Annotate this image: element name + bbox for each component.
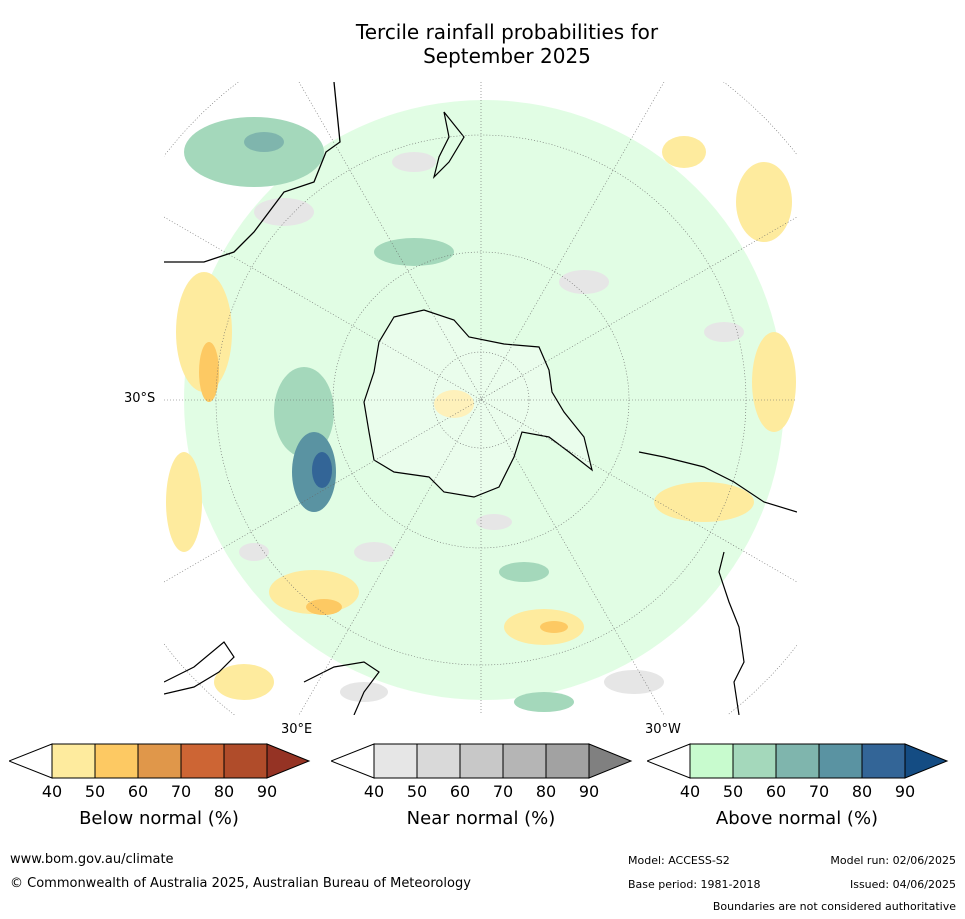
longitude-label-east: 30°E — [281, 722, 313, 737]
colorbar-below-normal — [9, 743, 311, 779]
tick-near-70: 70 — [492, 782, 514, 801]
website-link[interactable]: www.bom.gov.au/climate — [10, 852, 174, 867]
tick-below-60: 60 — [127, 782, 149, 801]
title-line-1: Tercile rainfall probabilities for — [355, 20, 659, 44]
colorbar-above-normal — [647, 743, 949, 779]
tick-above-80: 80 — [851, 782, 873, 801]
latitude-label: 30°S — [124, 391, 156, 406]
tick-above-90: 90 — [894, 782, 916, 801]
colorbar-above-normal-title: Above normal (%) — [715, 808, 879, 829]
tick-below-40: 40 — [41, 782, 63, 801]
model-run-date: Model run: 02/06/2025 — [830, 854, 956, 867]
tick-below-70: 70 — [170, 782, 192, 801]
tick-near-40: 40 — [363, 782, 385, 801]
title-line-2: September 2025 — [423, 44, 591, 68]
antarctica-outline — [363, 309, 593, 498]
tick-below-80: 80 — [213, 782, 235, 801]
colorbar-below-normal-title: Below normal (%) — [79, 808, 239, 829]
base-period: Base period: 1981-2018 — [628, 878, 761, 891]
tick-near-50: 50 — [406, 782, 428, 801]
above-normal-field — [184, 100, 784, 700]
tick-below-90: 90 — [256, 782, 278, 801]
graticule — [164, 82, 797, 715]
map-title: Tercile rainfall probabilities for Septe… — [0, 20, 965, 68]
near-normal-patches — [239, 152, 744, 702]
copyright-text: © Commonwealth of Australia 2025, Austra… — [10, 876, 471, 891]
tick-near-90: 90 — [578, 782, 600, 801]
tick-above-50: 50 — [722, 782, 744, 801]
colorbar-near-normal-title: Near normal (%) — [406, 808, 556, 829]
above-normal-very-strong — [244, 132, 336, 512]
tick-below-50: 50 — [84, 782, 106, 801]
colorbar-near-normal — [331, 743, 633, 779]
tick-above-70: 70 — [808, 782, 830, 801]
below-normal-strong — [199, 342, 568, 633]
model-name: Model: ACCESS-S2 — [628, 854, 730, 867]
tick-near-60: 60 — [449, 782, 471, 801]
above-normal-strong — [184, 117, 574, 712]
below-normal-patches — [166, 136, 796, 700]
tick-above-40: 40 — [679, 782, 701, 801]
tick-near-80: 80 — [535, 782, 557, 801]
boundaries-disclaimer: Boundaries are not considered authoritat… — [712, 900, 956, 913]
africa-coast — [164, 641, 380, 715]
australia-coast — [164, 82, 341, 263]
polar-map — [164, 82, 797, 715]
tick-above-60: 60 — [765, 782, 787, 801]
south-america-coast — [638, 451, 797, 715]
longitude-label-west: 30°W — [645, 722, 681, 737]
issued-date: Issued: 04/06/2025 — [849, 878, 956, 891]
new-zealand-coast — [432, 111, 465, 179]
